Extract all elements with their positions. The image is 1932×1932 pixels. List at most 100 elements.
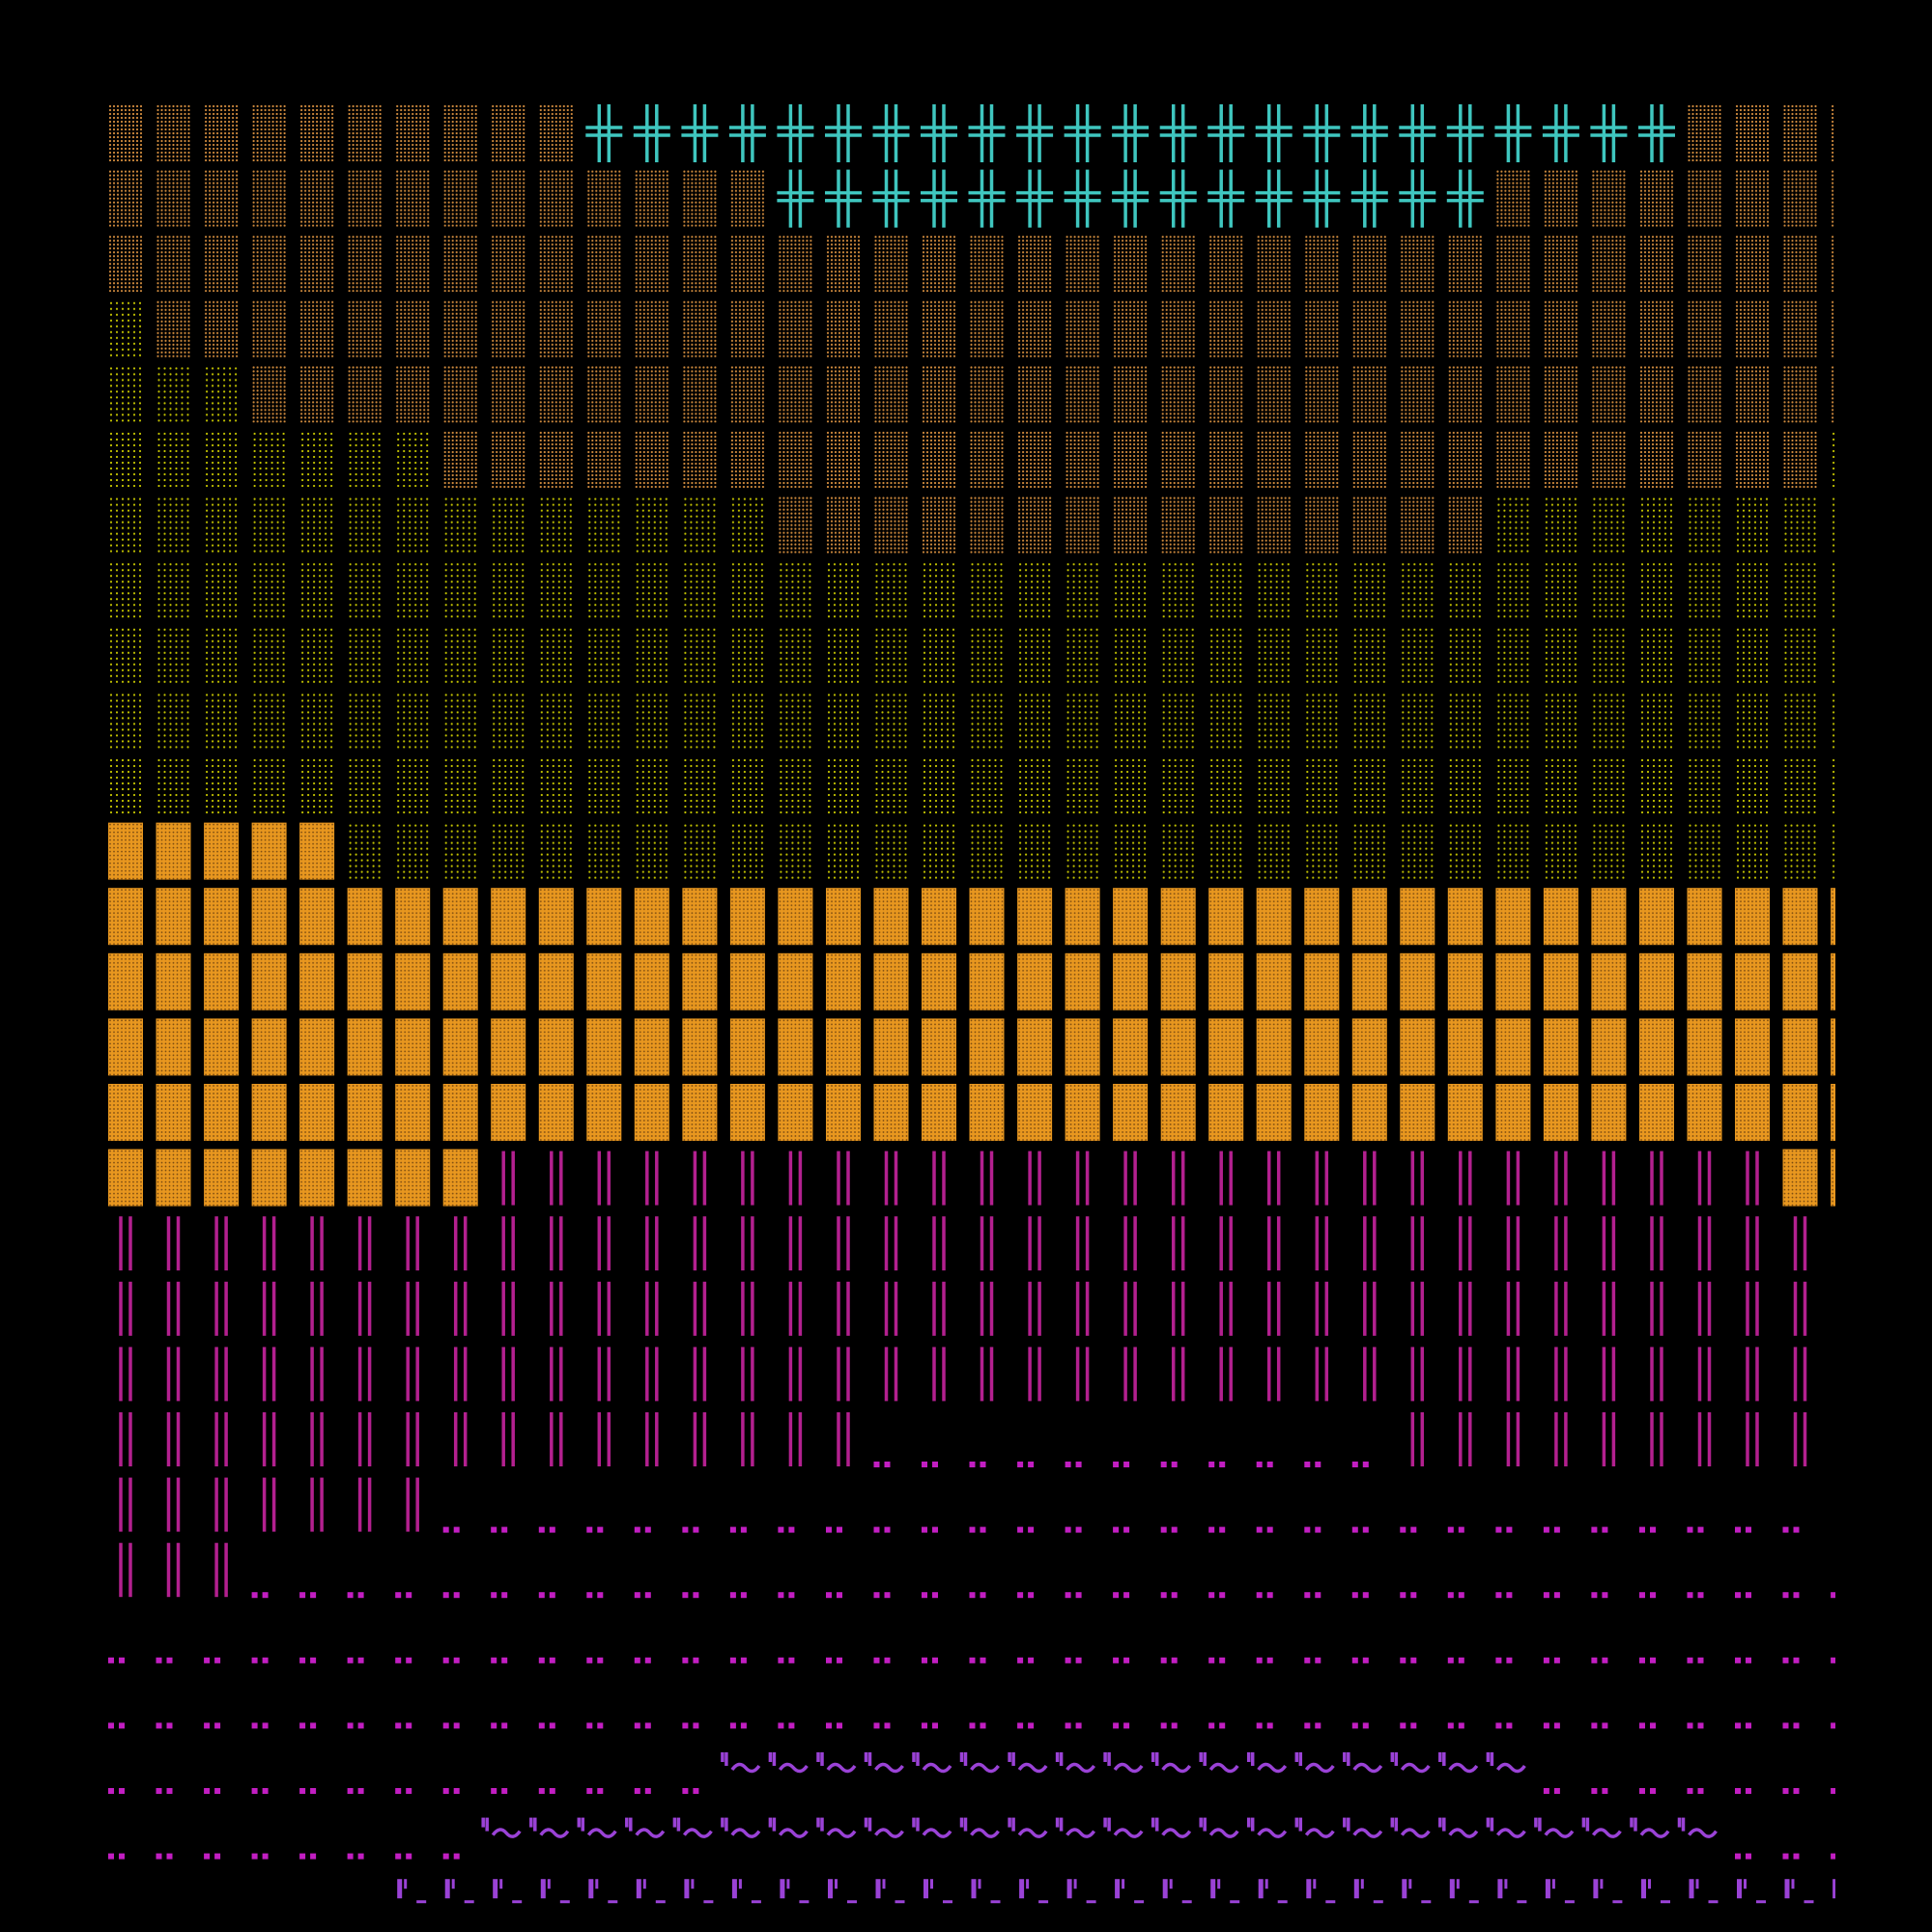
glyph-tan: [347, 104, 383, 161]
glyph-yellow: [347, 496, 383, 554]
glyph-tan: [1831, 104, 1835, 161]
glyph-yellow: [1543, 561, 1578, 619]
glyph-orange: [634, 952, 669, 1010]
glyph-orange: [395, 952, 431, 1010]
glyph-dots: [1639, 1657, 1656, 1663]
glyph-yellow: [778, 822, 813, 880]
glyph-yellow: [156, 561, 191, 619]
glyph-orange: [156, 888, 191, 946]
glyph-orange: [108, 952, 143, 1010]
glyph-yellow: [826, 757, 861, 814]
glyph-yellow: [922, 561, 956, 619]
glyph-tan: [299, 365, 335, 423]
glyph-tan: [1687, 299, 1722, 357]
glyph-bars: [1171, 1214, 1185, 1272]
glyph-orange: [634, 888, 669, 946]
glyph-bars: [1793, 1280, 1807, 1338]
glyph-tan: [586, 169, 622, 227]
glyph-yellow: [826, 692, 861, 750]
glyph-dots: [1208, 1462, 1226, 1467]
glyph-tan: [1160, 365, 1196, 423]
glyph-bars: [1554, 1410, 1568, 1468]
glyph-dots: [1304, 1657, 1321, 1663]
glyph-orange: [538, 888, 574, 946]
glyph-bars: [214, 1345, 228, 1404]
glyph-dots: [108, 1722, 125, 1729]
glyph-yellow: [395, 561, 431, 619]
glyph-yellow: [156, 365, 191, 423]
glyph-orange: [1495, 888, 1531, 946]
glyph-tan: [395, 235, 431, 293]
glyph-tan: [1351, 235, 1387, 293]
glyph-yellow: [395, 757, 431, 814]
glyph-yellow: [1591, 822, 1627, 880]
glyph-yellow: [1831, 496, 1835, 554]
glyph-tan: [491, 235, 526, 293]
glyph-bars: [837, 1214, 850, 1272]
glyph-yellow: [1256, 692, 1292, 750]
glyph-dots: [204, 1788, 221, 1794]
glyph-bars: [884, 1280, 898, 1338]
glyph-yellow: [251, 496, 287, 554]
glyph-yellow: [682, 561, 718, 619]
glyph-cross: [823, 167, 864, 230]
glyph-bars: [693, 1345, 707, 1404]
glyph-dots: [299, 1592, 317, 1599]
glyph-orange: [1017, 1084, 1053, 1141]
glyph-orange: [538, 1084, 574, 1141]
glyph-bars: [406, 1475, 419, 1534]
glyph-bars: [357, 1280, 372, 1338]
glyph-yellow: [1304, 626, 1340, 684]
glyph-cross: [1206, 167, 1246, 230]
glyph-yellow: [729, 822, 765, 880]
glyph-yellow: [1113, 626, 1149, 684]
glyph-orange: [1400, 1018, 1435, 1076]
glyph-tan: [538, 104, 574, 161]
glyph-dots: [1208, 1526, 1226, 1533]
glyph-yellow: [778, 561, 813, 619]
glyph-yellow: [1065, 757, 1100, 814]
glyph-dots: [1639, 1722, 1656, 1729]
glyph-wave: [1199, 1750, 1239, 1774]
glyph-tan: [538, 431, 574, 488]
glyph-bars: [550, 1280, 563, 1338]
glyph-wave: [625, 1815, 666, 1838]
glyph-bars: [550, 1214, 563, 1272]
glyph-bars: [1506, 1280, 1520, 1338]
glyph-yellow: [1735, 496, 1770, 554]
glyph-yellow: [922, 822, 956, 880]
glyph-bars: [1602, 1345, 1616, 1404]
glyph-yellow: [1208, 626, 1244, 684]
glyph-tan: [634, 235, 669, 293]
glyph-dots: [682, 1657, 699, 1663]
glyph-wave: [1103, 1815, 1144, 1838]
glyph-bars: [1602, 1214, 1616, 1272]
glyph-orange: [204, 952, 240, 1010]
glyph-wave: [959, 1815, 1001, 1838]
glyph-tan: [1735, 169, 1770, 227]
glyph-tan: [1351, 431, 1387, 488]
glyph-yellow: [1113, 822, 1149, 880]
glyph-dots: [1831, 1592, 1835, 1599]
glyph-cross: [1206, 102, 1246, 164]
glyph-bars: [310, 1214, 324, 1272]
glyph-cross: [1014, 102, 1055, 164]
glyph-dots: [1113, 1722, 1130, 1729]
glyph-orange: [156, 952, 191, 1010]
glyph-dots: [1591, 1526, 1608, 1533]
glyph-dots: [1782, 1592, 1800, 1599]
glyph-yellow: [538, 626, 574, 684]
glyph-bars: [597, 1345, 611, 1404]
glyph-orange: [1543, 888, 1578, 946]
glyph-tan: [538, 235, 574, 293]
glyph-wave: [1246, 1815, 1288, 1838]
glyph-yellow: [1831, 692, 1835, 750]
glyph-dots: [1017, 1526, 1035, 1533]
glyph-bars: [119, 1410, 132, 1468]
glyph-cross: [727, 102, 768, 164]
glyph-cross: [679, 102, 721, 164]
glyph-orange: [1591, 888, 1627, 946]
glyph-tan: [1495, 235, 1531, 293]
glyph-orange: [491, 952, 526, 1010]
